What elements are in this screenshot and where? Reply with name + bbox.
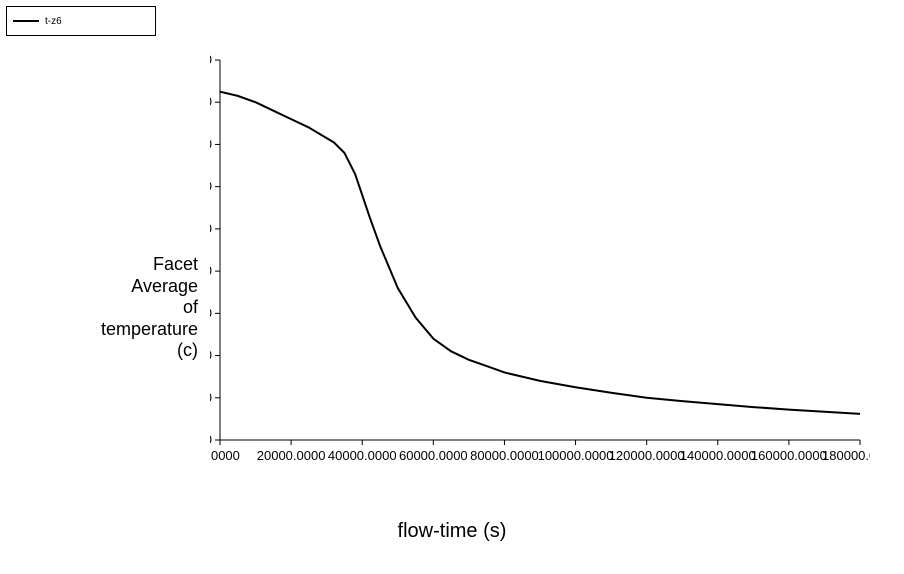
svg-text:13.0000: 13.0000 [210,221,212,236]
y-axis-label-line: temperature [88,319,198,341]
y-axis-label-line: Average [88,276,198,298]
svg-text:15.0000: 15.0000 [210,136,212,151]
svg-text:10.0000: 10.0000 [210,348,212,363]
y-axis-label-line: Facet [88,254,198,276]
svg-text:12.0000: 12.0000 [210,263,212,278]
svg-text:16.0000: 16.0000 [210,94,212,109]
svg-text:80000.0000: 80000.0000 [470,448,539,463]
y-axis-label-line: (c) [88,340,198,362]
svg-text:140000.0000: 140000.0000 [680,448,756,463]
svg-text:9.0000: 9.0000 [210,390,212,405]
x-axis-label: flow-time (s) [0,520,904,543]
svg-text:120000.0000: 120000.0000 [609,448,685,463]
svg-text:100000.0000: 100000.0000 [538,448,614,463]
legend: t-z6 [6,6,156,36]
svg-text:20000.0000: 20000.0000 [257,448,326,463]
svg-text:11.0000: 11.0000 [210,305,212,320]
y-axis-label-line: of [88,297,198,319]
svg-text:180000.0000: 180000.0000 [822,448,870,463]
svg-text:60000.0000: 60000.0000 [399,448,468,463]
chart-plot: 8.0000 9.0000 10.0000 11.0000 12.0000 13.0000… [210,50,870,480]
svg-text:8.0000: 8.0000 [210,432,212,447]
svg-text:0.0000: 0.0000 [210,448,240,463]
legend-swatch [13,20,39,22]
svg-text:14.0000: 14.0000 [210,179,212,194]
y-axis-label: Facet Average of temperature (c) [88,254,198,362]
legend-label: t-z6 [45,16,62,27]
svg-text:17.0000: 17.0000 [210,52,212,67]
svg-text:40000.0000: 40000.0000 [328,448,397,463]
svg-text:160000.0000: 160000.0000 [751,448,827,463]
chart-svg: 8.0000 9.0000 10.0000 11.0000 12.0000 13.0000… [210,50,870,480]
